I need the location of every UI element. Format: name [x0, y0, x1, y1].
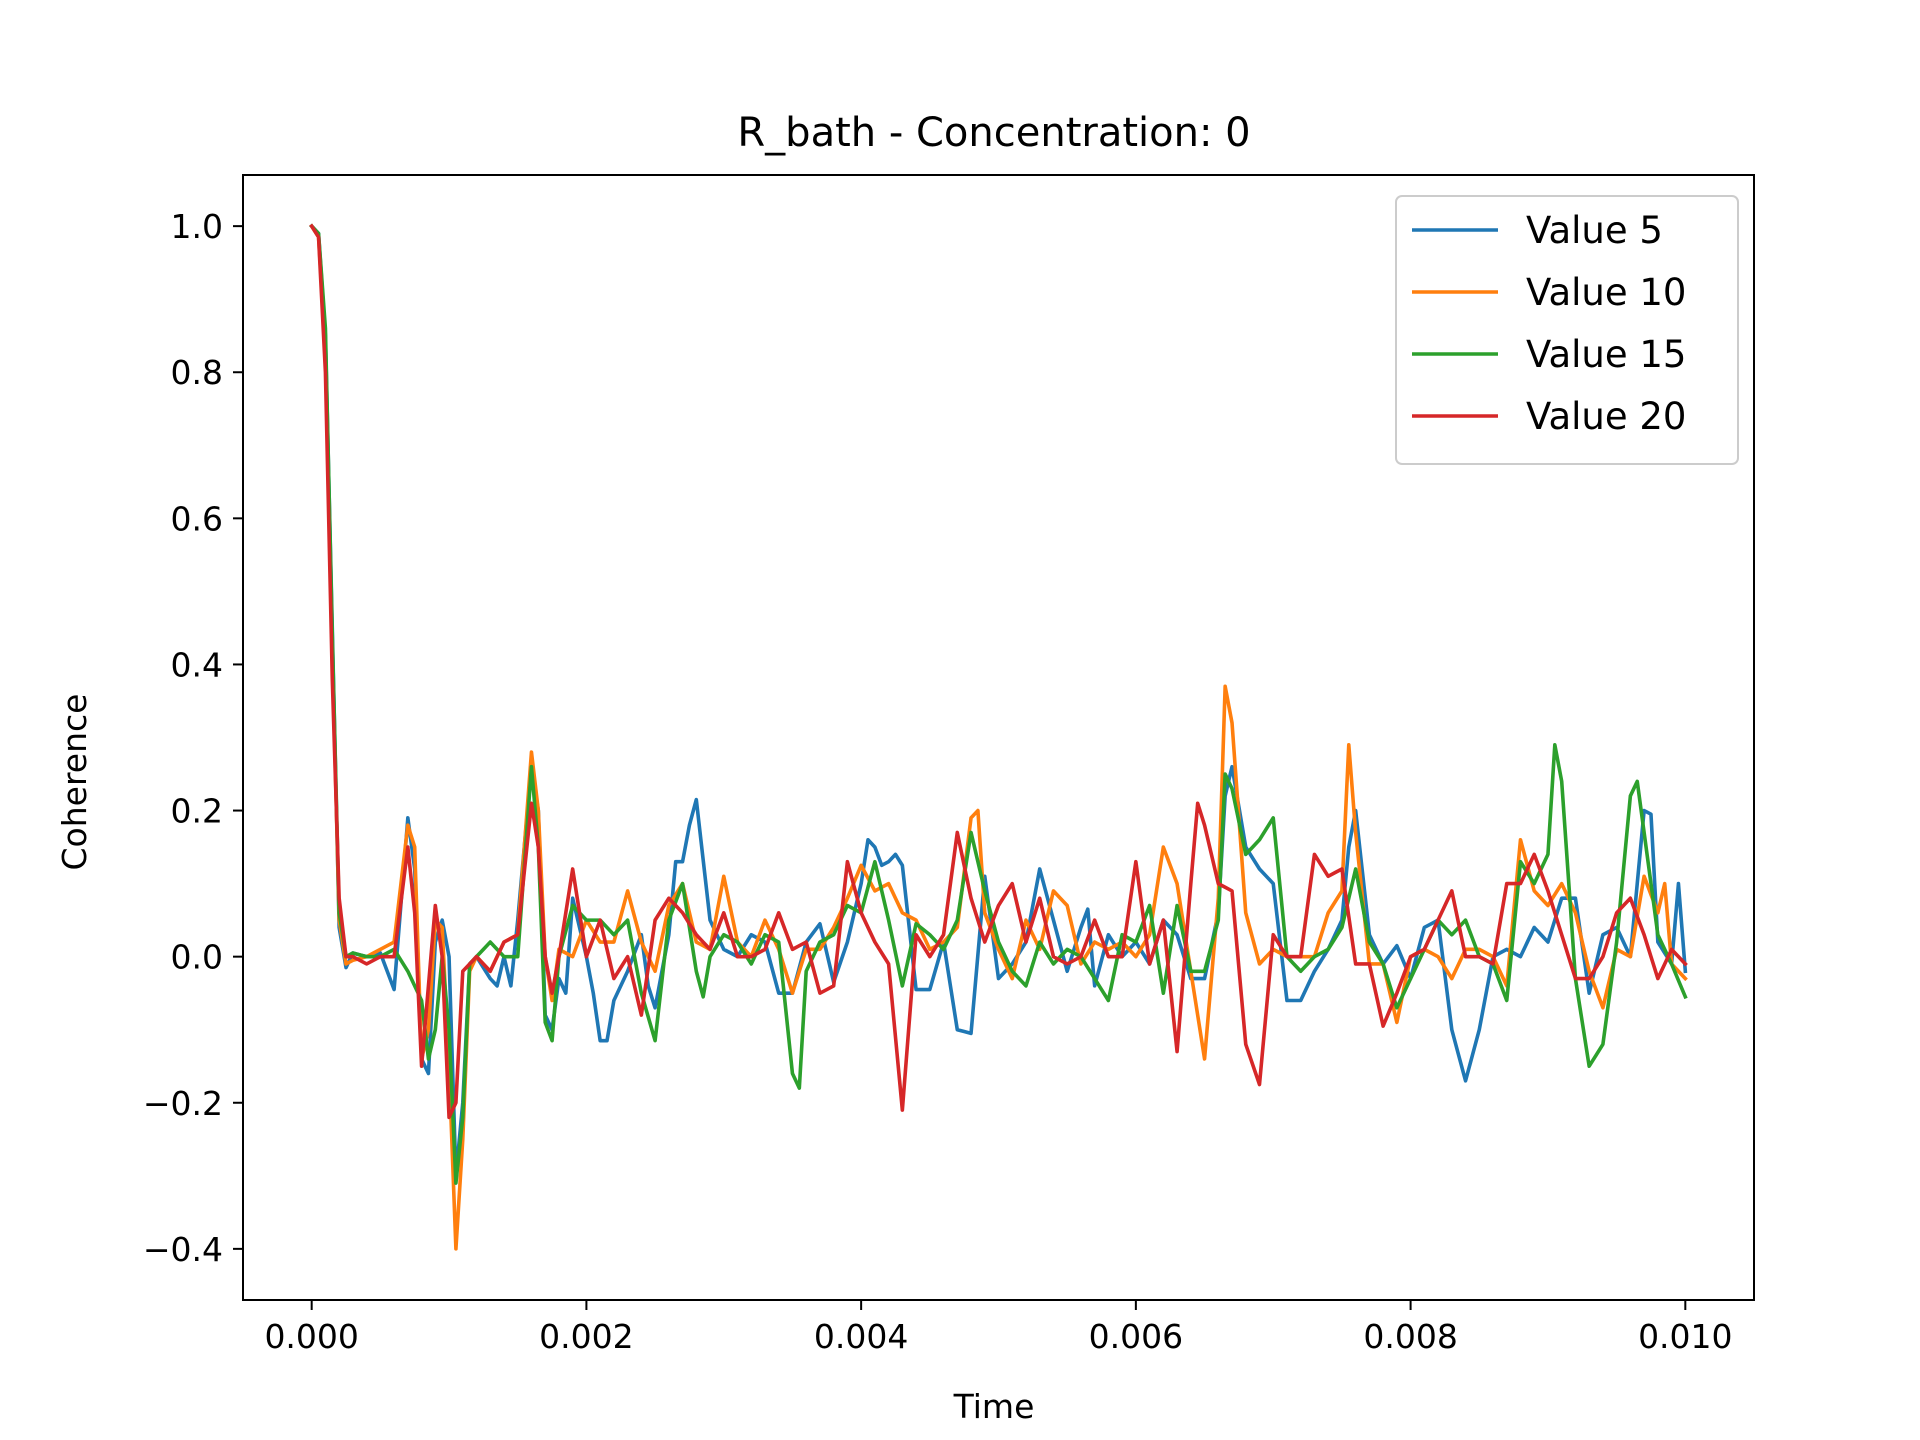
x-tick-label: 0.002	[539, 1317, 633, 1356]
y-tick-label: 0.6	[171, 499, 223, 538]
legend: Value 5 Value 10 Value 15 Value 20	[1395, 195, 1739, 465]
y-tick-label: 0.0	[171, 938, 223, 977]
legend-label: Value 15	[1526, 333, 1686, 376]
x-axis-title: Time	[953, 1387, 1035, 1426]
y-tick-label: −0.2	[143, 1084, 223, 1123]
y-tick-label: 0.4	[171, 645, 223, 684]
series-line-value-20	[309, 223, 1688, 1120]
legend-box	[1395, 195, 1739, 465]
legend-label: Value 10	[1526, 271, 1686, 314]
y-tick-label: 0.8	[171, 353, 223, 392]
x-tick-label: 0.010	[1638, 1317, 1732, 1356]
y-axis-title: Coherence	[55, 694, 94, 871]
x-axis: 0.000 0.002 0.004 0.006 0.008 0.010	[264, 1300, 1733, 1356]
x-tick-label: 0.004	[814, 1317, 908, 1356]
x-tick-label: 0.008	[1363, 1317, 1457, 1356]
y-tick-label: 0.2	[171, 792, 223, 831]
plot-frame	[242, 174, 1755, 1301]
legend-label: Value 5	[1526, 209, 1663, 252]
x-tick-label: 0.000	[264, 1317, 358, 1356]
y-axis: −0.4 −0.2 0.0 0.2 0.4 0.6 0.8 1.0	[143, 207, 243, 1269]
y-tick-label: 1.0	[171, 207, 223, 246]
series-layer	[309, 223, 1688, 1251]
y-tick-label: −0.4	[143, 1230, 223, 1269]
legend-label: Value 20	[1526, 395, 1686, 438]
chart-title: R_bath - Concentration: 0	[737, 110, 1250, 156]
x-tick-label: 0.006	[1089, 1317, 1183, 1356]
